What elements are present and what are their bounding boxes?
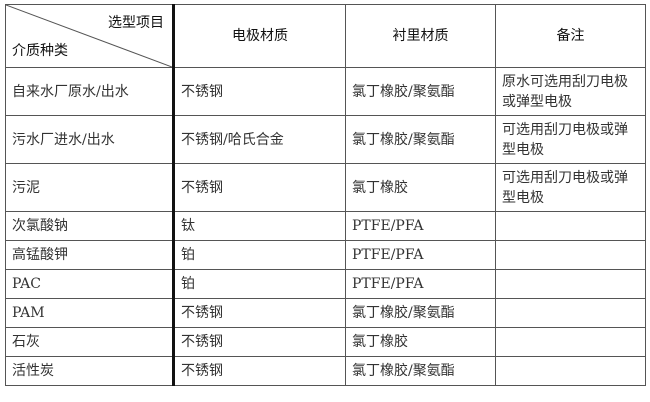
table-row: 污水厂进水/出水 不锈钢/哈氏合金 氯丁橡胶/聚氨酯 可选用刮刀电极或弹型电极 [5, 115, 646, 164]
electrode-cell: 不锈钢 [173, 67, 346, 116]
lining-cell: PTFE/PFA [345, 240, 496, 270]
lining-cell: 氯丁橡胶/聚氨酯 [345, 115, 496, 164]
corner-top-label: 选型项目 [108, 15, 164, 31]
lining-cell: 氯丁橡胶 [345, 163, 496, 212]
table-row: 石灰 不锈钢 氯丁橡胶 [5, 327, 646, 357]
note-cell: 可选用刮刀电极或弹型电极 [495, 163, 646, 212]
medium-cell: 活性炭 [5, 356, 175, 386]
medium-cell: 次氯酸钠 [5, 211, 175, 241]
note-cell [495, 298, 646, 328]
note-cell [495, 211, 646, 241]
lining-cell: PTFE/PFA [345, 211, 496, 241]
corner-bottom-label: 介质种类 [12, 43, 68, 59]
table-row: 自来水厂原水/出水 不锈钢 氯丁橡胶/聚氨酯 原水可选用刮刀电极或弹型电极 [5, 67, 646, 116]
column-header: 备注 [495, 4, 646, 68]
electrode-cell: 不锈钢 [173, 163, 346, 212]
note-cell: 可选用刮刀电极或弹型电极 [495, 115, 646, 164]
medium-cell: 污泥 [5, 163, 175, 212]
medium-cell: 石灰 [5, 327, 175, 357]
electrode-cell: 不锈钢/哈氏合金 [173, 115, 346, 164]
note-cell [495, 240, 646, 270]
table-row: 次氯酸钠 钛 PTFE/PFA [5, 211, 646, 241]
column-header: 衬里材质 [345, 4, 496, 68]
note-cell [495, 327, 646, 357]
table-row: 高锰酸钾 铂 PTFE/PFA [5, 240, 646, 270]
diagonal-divider [6, 5, 172, 67]
medium-cell: 自来水厂原水/出水 [5, 67, 175, 116]
table-row: 活性炭 不锈钢 氯丁橡胶/聚氨酯 [5, 356, 646, 386]
medium-cell: 污水厂进水/出水 [5, 115, 175, 164]
electrode-cell: 铂 [173, 240, 346, 270]
note-cell [495, 269, 646, 299]
note-cell: 原水可选用刮刀电极或弹型电极 [495, 67, 646, 116]
note-cell [495, 356, 646, 386]
electrode-cell: 不锈钢 [173, 327, 346, 357]
lining-cell: 氯丁橡胶/聚氨酯 [345, 356, 496, 386]
header-row: 选型项目 介质种类 电极材质 衬里材质 备注 [5, 4, 646, 68]
medium-cell: PAM [5, 298, 175, 328]
electrode-cell: 钛 [173, 211, 346, 241]
table-row: PAM 不锈钢 氯丁橡胶/聚氨酯 [5, 298, 646, 328]
medium-cell: PAC [5, 269, 175, 299]
lining-cell: 氯丁橡胶 [345, 327, 496, 357]
electrode-cell: 不锈钢 [173, 356, 346, 386]
lining-cell: PTFE/PFA [345, 269, 496, 299]
lining-cell: 氯丁橡胶/聚氨酯 [345, 298, 496, 328]
medium-cell: 高锰酸钾 [5, 240, 175, 270]
lining-cell: 氯丁橡胶/聚氨酯 [345, 67, 496, 116]
table-row: PAC 铂 PTFE/PFA [5, 269, 646, 299]
column-header: 电极材质 [173, 4, 346, 68]
material-selection-table: 选型项目 介质种类 电极材质 衬里材质 备注 自来水厂原水/出水 不锈钢 氯丁橡… [5, 4, 646, 386]
electrode-cell: 铂 [173, 269, 346, 299]
electrode-cell: 不锈钢 [173, 298, 346, 328]
corner-header-cell: 选型项目 介质种类 [5, 4, 175, 68]
table-row: 污泥 不锈钢 氯丁橡胶 可选用刮刀电极或弹型电极 [5, 163, 646, 212]
